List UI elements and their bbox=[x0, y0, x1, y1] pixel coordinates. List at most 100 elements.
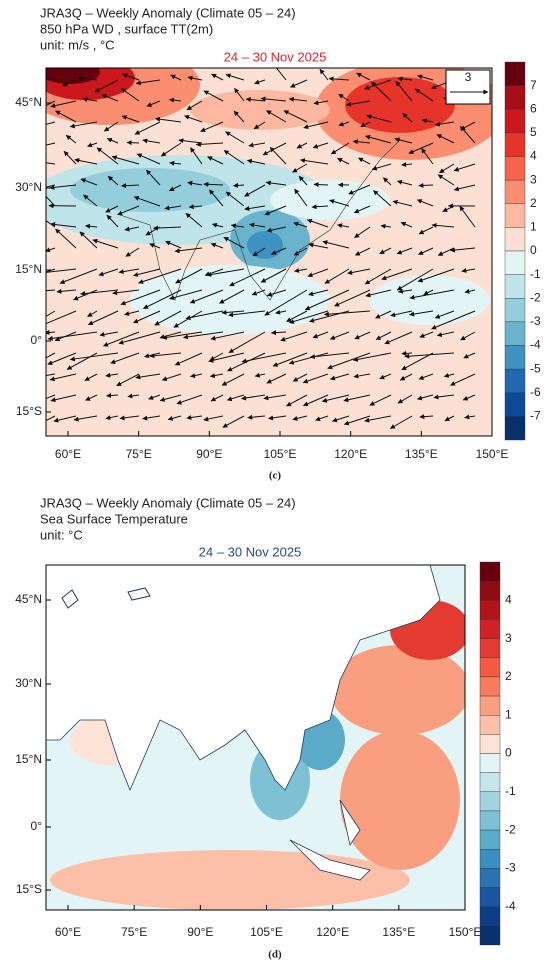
colorbar-label: 4 bbox=[505, 592, 512, 606]
colorbar-box bbox=[480, 792, 500, 811]
map-d bbox=[46, 565, 470, 910]
title-line: unit: °C bbox=[40, 527, 83, 542]
caption: (c) bbox=[269, 470, 282, 482]
title-line: 850 hPa WD , surface TT(2m) bbox=[40, 21, 213, 36]
lon-label: 150°E bbox=[449, 925, 482, 939]
colorbar-label: 6 bbox=[530, 101, 537, 115]
colorbar-label: -1 bbox=[530, 267, 541, 281]
colorbar-label: -3 bbox=[505, 861, 516, 875]
colorbar-label: -3 bbox=[530, 314, 541, 328]
colorbar-label: -6 bbox=[530, 385, 541, 399]
lat-label: 45°N bbox=[15, 592, 42, 606]
date: 24 – 30 Nov 2025 bbox=[224, 49, 327, 64]
lon-label: 135°E bbox=[405, 447, 438, 461]
colorbar-box bbox=[505, 62, 525, 86]
colorbar-box bbox=[505, 227, 525, 251]
lon-label: 90°E bbox=[196, 447, 222, 461]
colorbar-box bbox=[480, 619, 500, 638]
date: 24 – 30 Nov 2025 bbox=[199, 544, 302, 559]
wind-vector bbox=[402, 353, 412, 354]
title-line: unit: m/s , °C bbox=[40, 37, 115, 52]
colorbar-label: -7 bbox=[530, 409, 541, 423]
colorbar-box bbox=[505, 133, 525, 157]
lon-label: 120°E bbox=[334, 447, 367, 461]
lon-label: 60°E bbox=[55, 925, 81, 939]
title-line: JRA3Q – Weekly Anomaly (Climate 05 – 24) bbox=[40, 495, 296, 510]
colorbar-label: -5 bbox=[530, 361, 541, 375]
colorbar-box bbox=[480, 907, 500, 926]
colorbar-label: 3 bbox=[505, 631, 512, 645]
colorbar-box bbox=[505, 369, 525, 393]
title-line: JRA3Q – Weekly Anomaly (Climate 05 – 24) bbox=[40, 5, 296, 20]
colorbar-box bbox=[480, 600, 500, 619]
colorbar-box bbox=[480, 639, 500, 658]
colorbar-label: 7 bbox=[530, 78, 537, 92]
colorbar-label: 1 bbox=[505, 707, 512, 721]
colorbar-label: -1 bbox=[505, 784, 516, 798]
colorbar-box bbox=[480, 773, 500, 792]
colorbar-box bbox=[480, 926, 500, 945]
title-line: Sea Surface Temperature bbox=[40, 511, 188, 526]
colorbar-box bbox=[505, 157, 525, 181]
lon-label: 150°E bbox=[476, 447, 509, 461]
colorbar-label: -4 bbox=[505, 899, 516, 913]
colorbar-box bbox=[505, 346, 525, 370]
colorbar-box bbox=[480, 754, 500, 773]
colorbar-box bbox=[505, 204, 525, 228]
lat-label: 30°N bbox=[15, 180, 42, 194]
colorbar-box bbox=[480, 811, 500, 830]
wind-vector bbox=[127, 142, 139, 143]
lon-label: 120°E bbox=[316, 925, 349, 939]
colorbar-box bbox=[480, 562, 500, 581]
reference-label: 3 bbox=[465, 70, 472, 84]
lon-label: 75°E bbox=[126, 447, 152, 461]
colorbar-box bbox=[505, 109, 525, 133]
colorbar-box bbox=[505, 322, 525, 346]
colorbar-box bbox=[480, 715, 500, 734]
lat-label: 15°N bbox=[15, 262, 42, 276]
colorbar-box bbox=[480, 581, 500, 600]
colorbar-box bbox=[480, 677, 500, 696]
colorbar-label: 0 bbox=[530, 243, 537, 257]
caption: (d) bbox=[268, 949, 282, 961]
lon-label: 75°E bbox=[121, 925, 147, 939]
colorbar-label: 5 bbox=[530, 125, 537, 139]
colorbar-box bbox=[480, 696, 500, 715]
colorbar-label: 0 bbox=[505, 746, 512, 760]
lat-label: 15°N bbox=[15, 752, 42, 766]
lon-label: 60°E bbox=[55, 447, 81, 461]
lon-label: 135°E bbox=[382, 925, 415, 939]
colorbar-label: 1 bbox=[530, 220, 537, 234]
map-c bbox=[13, 45, 505, 436]
colorbar-label: -2 bbox=[530, 290, 541, 304]
lon-label: 105°E bbox=[264, 447, 297, 461]
lat-label: 30°N bbox=[15, 676, 42, 690]
lat-label: 45°N bbox=[15, 95, 42, 109]
colorbar-label: -2 bbox=[505, 822, 516, 836]
colorbar-box bbox=[505, 298, 525, 322]
lat-label: 0° bbox=[31, 819, 43, 833]
colorbar-box bbox=[480, 888, 500, 907]
colorbar-label: 2 bbox=[530, 196, 537, 210]
wind-vector bbox=[314, 184, 328, 185]
colorbar-label: -4 bbox=[530, 338, 541, 352]
wind-vector bbox=[419, 185, 433, 186]
colorbar-box bbox=[505, 275, 525, 299]
lat-label: 15°S bbox=[16, 882, 42, 896]
colorbar-box bbox=[480, 849, 500, 868]
colorbar-box bbox=[480, 830, 500, 849]
colorbar-label: 4 bbox=[530, 149, 537, 163]
lat-label: 0° bbox=[31, 333, 43, 347]
colorbar-box bbox=[505, 86, 525, 110]
colorbar-label: 3 bbox=[530, 172, 537, 186]
colorbar-box bbox=[505, 416, 525, 440]
colorbar-box bbox=[505, 180, 525, 204]
lat-label: 15°S bbox=[16, 404, 42, 418]
colorbar-box bbox=[480, 734, 500, 753]
colorbar-label: 2 bbox=[505, 669, 512, 683]
colorbar-box bbox=[505, 251, 525, 275]
colorbar-box bbox=[505, 393, 525, 417]
lon-label: 105°E bbox=[250, 925, 283, 939]
lon-label: 90°E bbox=[187, 925, 213, 939]
